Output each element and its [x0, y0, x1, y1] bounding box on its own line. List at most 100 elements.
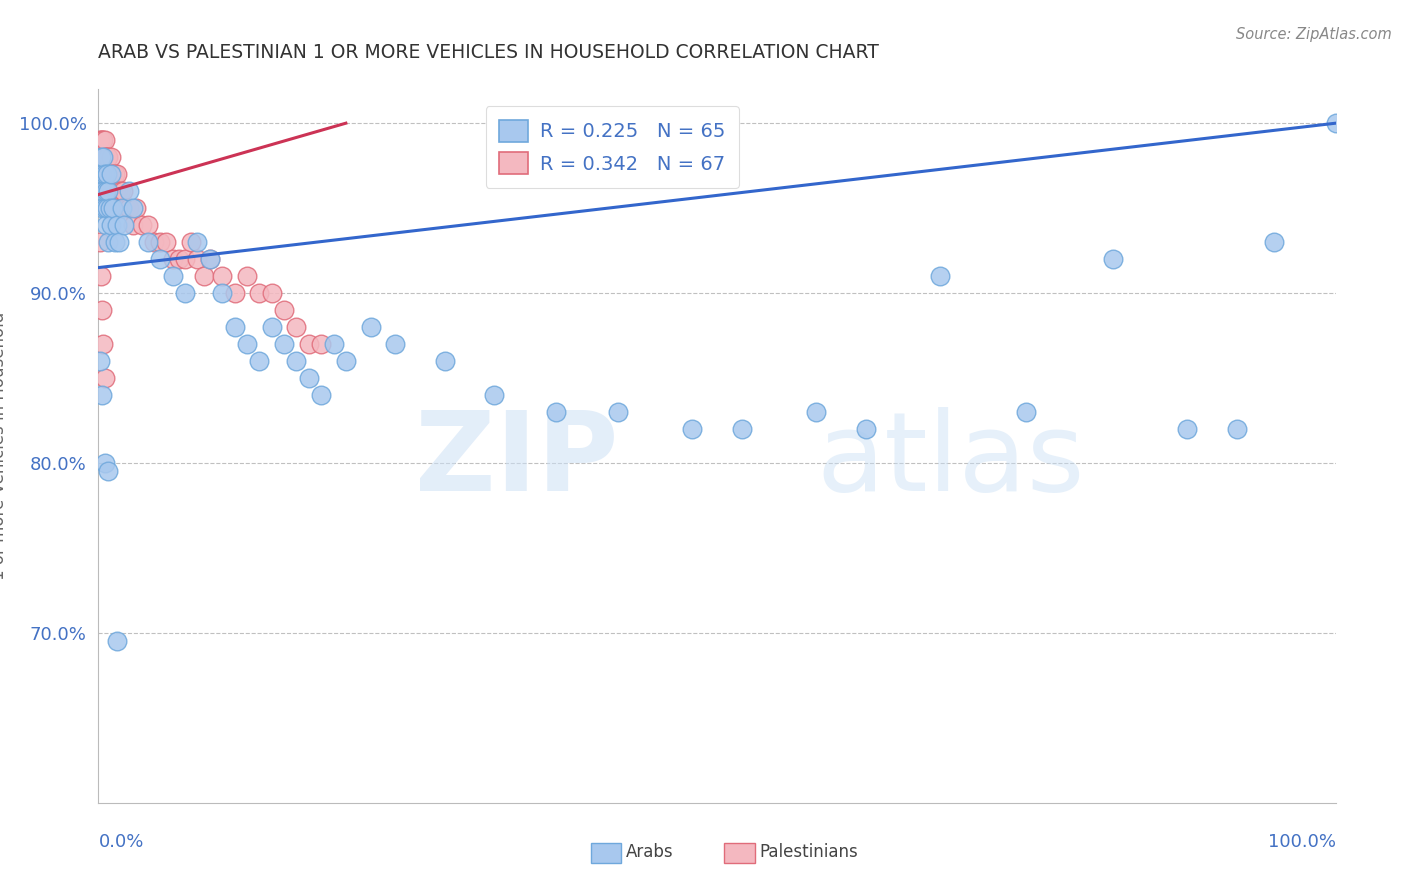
Point — [104, 184, 127, 198]
Point — [90, 150, 112, 164]
Point — [94, 150, 117, 164]
Point — [285, 320, 308, 334]
Point — [97, 184, 120, 198]
Text: atlas: atlas — [815, 407, 1084, 514]
Point — [260, 286, 283, 301]
Point — [804, 405, 827, 419]
Point — [298, 371, 321, 385]
Point — [193, 269, 215, 284]
Point — [309, 337, 332, 351]
Point — [93, 201, 115, 215]
Point — [433, 354, 456, 368]
Point — [97, 465, 120, 479]
Point — [96, 201, 118, 215]
Text: ZIP: ZIP — [415, 407, 619, 514]
Point — [91, 201, 114, 215]
Point — [93, 167, 115, 181]
Point — [484, 388, 506, 402]
Text: Source: ZipAtlas.com: Source: ZipAtlas.com — [1236, 27, 1392, 42]
Point — [103, 167, 125, 181]
Point — [118, 184, 141, 198]
Point — [136, 235, 159, 249]
Point — [100, 167, 122, 181]
Point — [236, 269, 259, 284]
Point — [97, 184, 120, 198]
Point — [89, 235, 111, 249]
Text: Palestinians: Palestinians — [759, 843, 858, 861]
Point — [322, 337, 344, 351]
Point — [100, 150, 122, 164]
Point — [89, 167, 111, 181]
Text: ARAB VS PALESTINIAN 1 OR MORE VEHICLES IN HOUSEHOLD CORRELATION CHART: ARAB VS PALESTINIAN 1 OR MORE VEHICLES I… — [98, 44, 879, 62]
Point — [103, 201, 125, 215]
Point — [149, 235, 172, 249]
Point — [110, 184, 132, 198]
Point — [335, 354, 357, 368]
Point — [91, 167, 114, 181]
Point — [91, 184, 114, 198]
Point — [186, 235, 208, 249]
Point — [103, 167, 125, 181]
Point — [96, 150, 118, 164]
Point — [94, 218, 117, 232]
Point — [1015, 405, 1038, 419]
Point — [143, 235, 166, 249]
Point — [681, 422, 703, 436]
Point — [93, 150, 115, 164]
Point — [90, 184, 112, 198]
Point — [90, 150, 112, 164]
Point — [360, 320, 382, 334]
Point — [91, 303, 114, 318]
Text: 0.0%: 0.0% — [98, 833, 143, 851]
Point — [224, 286, 246, 301]
Point — [100, 218, 122, 232]
Point — [855, 422, 877, 436]
Point — [93, 337, 115, 351]
Point — [247, 286, 270, 301]
Point — [211, 286, 233, 301]
Point — [118, 201, 141, 215]
Point — [260, 320, 283, 334]
Point — [105, 167, 128, 181]
Y-axis label: 1 or more Vehicles in Household: 1 or more Vehicles in Household — [0, 312, 7, 580]
Point — [93, 167, 115, 181]
Point — [93, 184, 115, 198]
Point — [105, 218, 128, 232]
Point — [94, 167, 117, 181]
Text: Arabs: Arabs — [626, 843, 673, 861]
Point — [285, 354, 308, 368]
Point — [103, 235, 125, 249]
Point — [384, 337, 406, 351]
Point — [89, 133, 111, 147]
Point — [93, 371, 115, 385]
Point — [1102, 252, 1125, 266]
Point — [155, 235, 177, 249]
Point — [96, 167, 118, 181]
Point — [546, 405, 568, 419]
Point — [149, 252, 172, 266]
Point — [122, 201, 145, 215]
Point — [1324, 116, 1347, 130]
Legend: R = 0.225   N = 65, R = 0.342   N = 67: R = 0.225 N = 65, R = 0.342 N = 67 — [485, 106, 740, 188]
Point — [1263, 235, 1285, 249]
Point — [174, 286, 197, 301]
Point — [1226, 422, 1249, 436]
Point — [89, 150, 111, 164]
Point — [114, 201, 136, 215]
Point — [89, 167, 111, 181]
Point — [90, 133, 112, 147]
Point — [90, 269, 112, 284]
Point — [103, 184, 125, 198]
Point — [607, 405, 630, 419]
Point — [98, 167, 121, 181]
Point — [186, 252, 208, 266]
Point — [224, 320, 246, 334]
Point — [247, 354, 270, 368]
Point — [198, 252, 221, 266]
Point — [100, 201, 122, 215]
Point — [131, 218, 153, 232]
Point — [97, 150, 120, 164]
Point — [136, 218, 159, 232]
Point — [273, 337, 295, 351]
Point — [112, 218, 135, 232]
